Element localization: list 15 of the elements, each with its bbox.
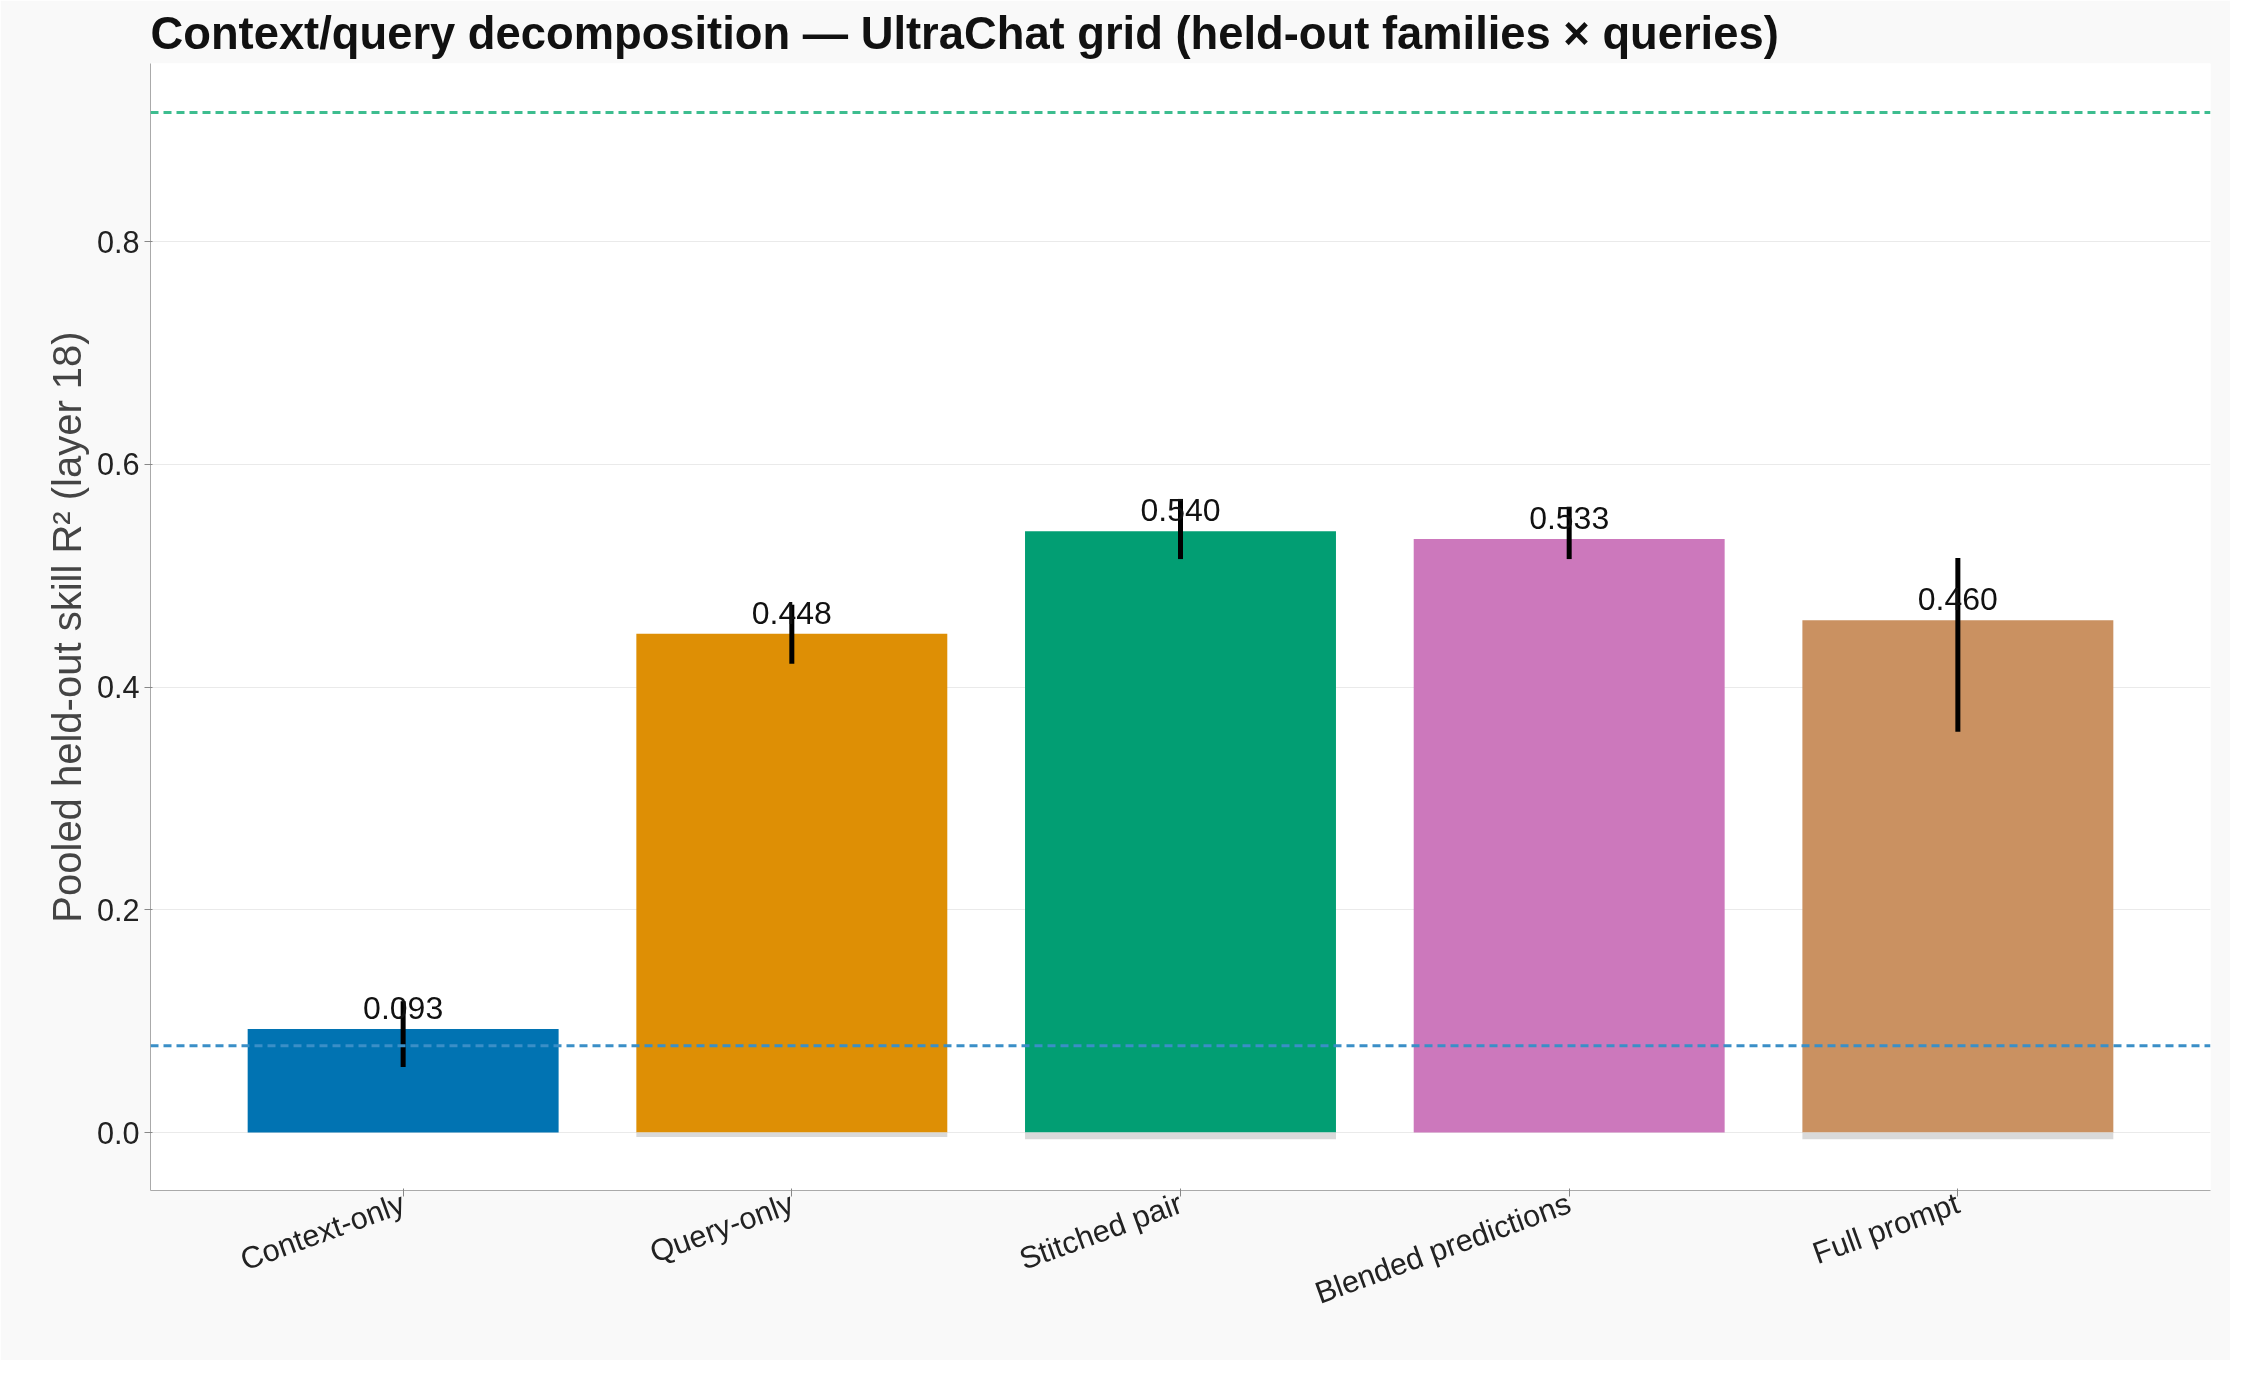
bar [1802, 1132, 2114, 1140]
bar [636, 633, 948, 1133]
y-tick-label: 0.8 [96, 224, 140, 259]
bar [1802, 620, 2114, 1133]
bar [1025, 1132, 1336, 1140]
bar [247, 1029, 559, 1133]
y-axis-title: Pooled held-out skill R² (layer 18) [44, 331, 89, 923]
y-tick-label: 0.6 [96, 447, 140, 482]
bar [636, 1132, 948, 1138]
chart-title: Context/query decomposition — UltraChat grid (held-out families × queries) [150, 7, 1779, 59]
bar [1025, 531, 1336, 1133]
bar [1413, 539, 1725, 1133]
y-tick-label: 0.2 [96, 892, 140, 927]
y-tick-label: 0.4 [96, 670, 140, 705]
y-tick-label: 0.0 [96, 1115, 140, 1150]
